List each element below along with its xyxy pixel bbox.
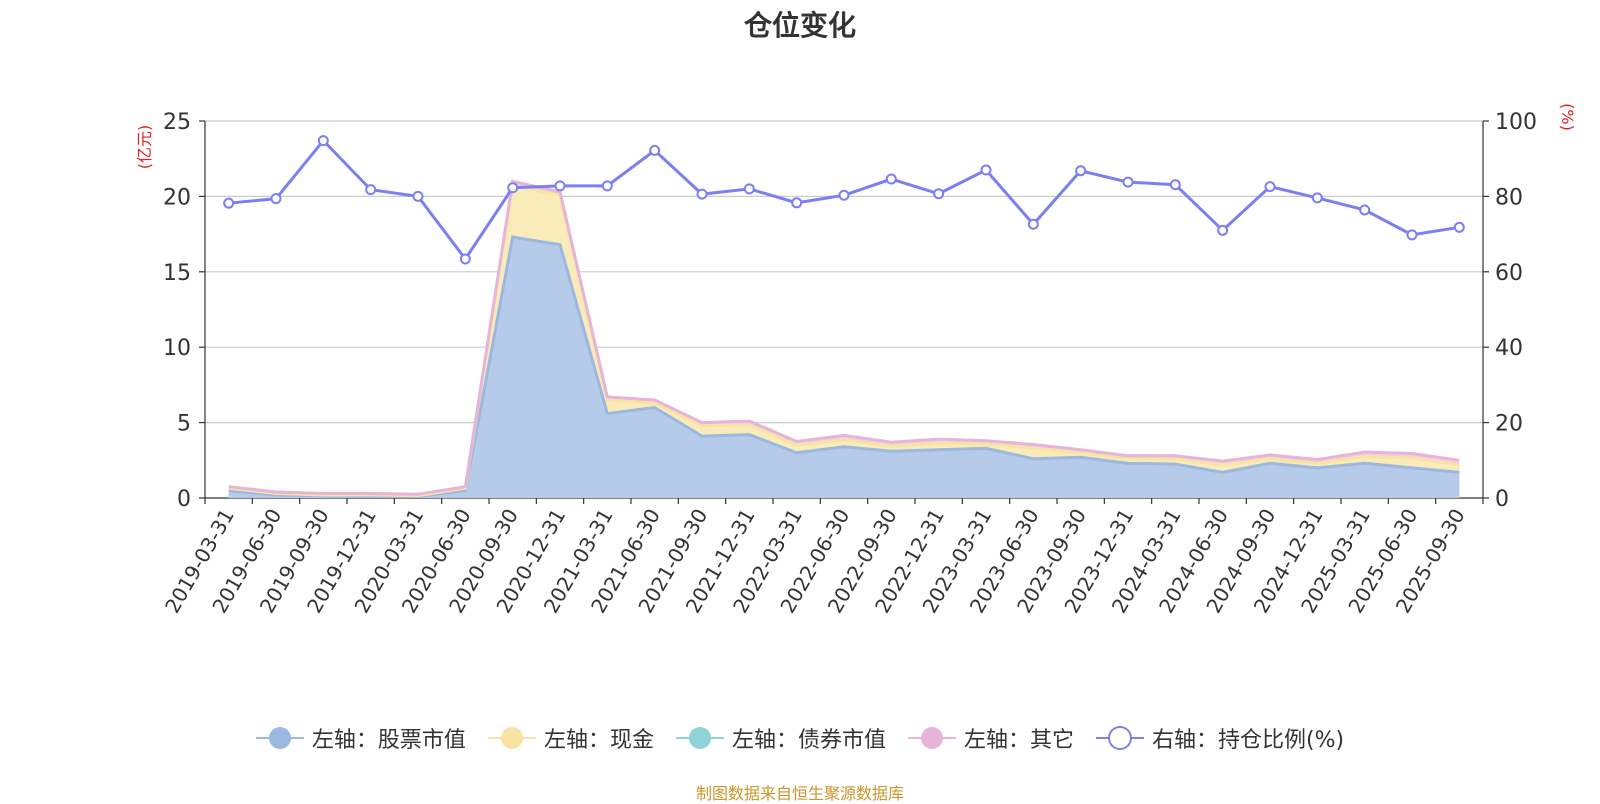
holding-ratio-point[interactable] <box>1075 165 1087 177</box>
holding-ratio-point[interactable] <box>601 180 613 192</box>
right-tick-label: 40 <box>1495 336 1523 361</box>
holding-ratio-point[interactable] <box>1027 218 1039 230</box>
left-tick-label: 25 <box>163 110 191 135</box>
holding-ratio-point[interactable] <box>1217 224 1229 236</box>
legend-item[interactable]: 左轴：股票市值 <box>255 722 466 754</box>
legend-circle-icon <box>255 727 304 749</box>
holding-ratio-point[interactable] <box>1122 176 1134 188</box>
legend-label: 左轴：其它 <box>963 728 1074 753</box>
holding-ratio-point[interactable] <box>507 182 519 194</box>
left-tick-label: 20 <box>163 185 191 210</box>
legend-item[interactable]: 左轴：其它 <box>907 722 1074 754</box>
legend-item[interactable]: 左轴：现金 <box>487 722 654 754</box>
holding-ratio-point[interactable] <box>1406 229 1418 241</box>
holding-ratio-point[interactable] <box>1264 181 1276 193</box>
legend: 左轴：股票市值 左轴：现金 左轴：债券市值 左轴：其它 右轴：持仓比例(%) <box>0 722 1600 754</box>
holding-ratio-point[interactable] <box>412 190 424 202</box>
legend-circle-icon <box>487 727 536 749</box>
holding-ratio-point[interactable] <box>696 188 708 200</box>
right-tick-label: 80 <box>1495 185 1523 210</box>
legend-label: 右轴：持仓比例(%) <box>1151 728 1345 753</box>
legend-circle-icon <box>675 727 724 749</box>
axes: 0510152025020406080100(亿元)(%)2019-03-312… <box>135 103 1577 617</box>
legend-item[interactable]: 左轴：债券市值 <box>675 722 886 754</box>
line-series <box>223 135 1465 265</box>
holding-ratio-point[interactable] <box>270 193 282 205</box>
right-tick-label: 20 <box>1495 412 1523 437</box>
legend-label: 左轴：股票市值 <box>311 728 466 753</box>
holding-ratio-point[interactable] <box>649 144 661 156</box>
area-series <box>228 179 1460 498</box>
left-tick-label: 15 <box>163 261 191 286</box>
area-outline <box>228 179 1460 496</box>
holding-ratio-point[interactable] <box>980 164 992 176</box>
left-tick-label: 10 <box>163 336 191 361</box>
chart-title: 仓位变化 <box>743 9 856 42</box>
holding-ratio-point[interactable] <box>1359 204 1371 216</box>
legend-circle-outline-icon <box>1095 726 1144 750</box>
holding-ratio-point[interactable] <box>1453 221 1465 233</box>
legend-item[interactable]: 右轴：持仓比例(%) <box>1095 722 1345 754</box>
holding-ratio-point[interactable] <box>223 197 235 209</box>
right-tick-label: 100 <box>1495 110 1537 135</box>
holding-ratio-point[interactable] <box>365 184 377 196</box>
right-axis-label: (%) <box>1558 103 1577 131</box>
holding-ratio-point[interactable] <box>743 183 755 195</box>
left-tick-label: 5 <box>177 412 191 437</box>
holding-ratio-point[interactable] <box>885 173 897 185</box>
area-9bb8e0 <box>228 237 1460 498</box>
holding-ratio-point[interactable] <box>933 188 945 200</box>
holding-ratio-point[interactable] <box>791 197 803 209</box>
holding-ratio-point[interactable] <box>554 180 566 192</box>
holding-ratio-point[interactable] <box>1311 192 1323 204</box>
source-note: 制图数据来自恒生聚源数据库 <box>695 784 904 803</box>
left-tick-label: 0 <box>177 487 191 512</box>
legend-label: 左轴：债券市值 <box>731 728 886 753</box>
legend-circle-icon <box>907 727 956 749</box>
legend-label: 左轴：现金 <box>543 728 654 753</box>
holding-ratio-point[interactable] <box>317 135 329 147</box>
holding-ratio-point[interactable] <box>838 189 850 201</box>
holding-ratio-point[interactable] <box>459 253 471 265</box>
holding-ratio-point[interactable] <box>1169 179 1181 191</box>
right-tick-label: 0 <box>1495 487 1509 512</box>
right-tick-label: 60 <box>1495 261 1523 286</box>
left-axis-label: (亿元) <box>135 125 154 170</box>
